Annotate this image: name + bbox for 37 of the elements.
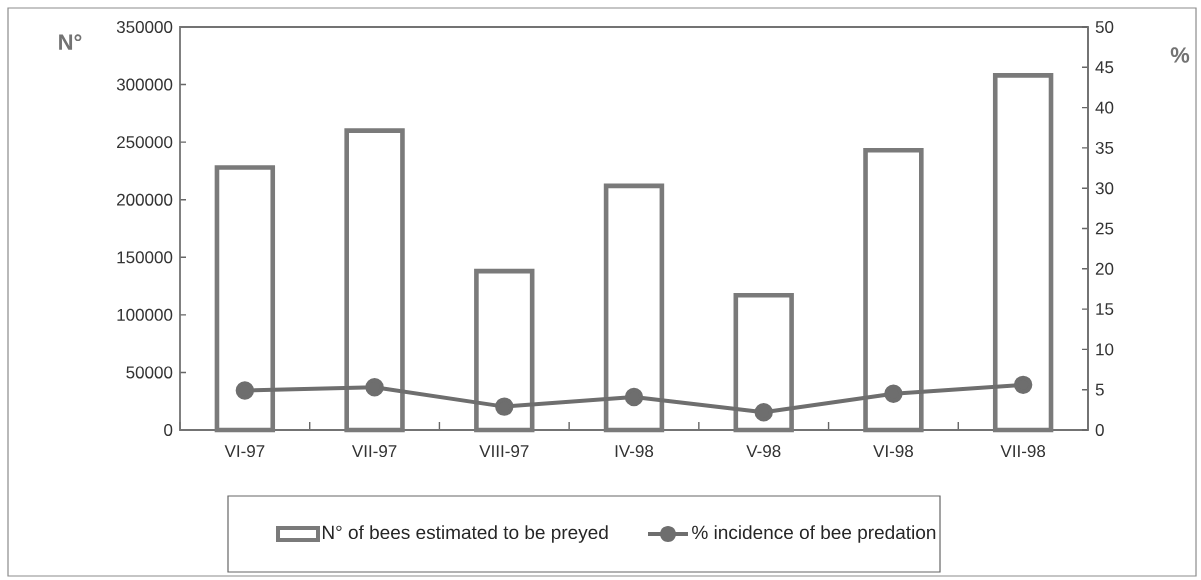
y-tick-label: 100000 bbox=[117, 308, 173, 321]
y2-tick-label: 45 bbox=[1095, 61, 1114, 74]
x-tick-label: IV-98 bbox=[615, 445, 654, 458]
y2-tick-label: 5 bbox=[1095, 383, 1104, 396]
y-axis-title: N° bbox=[59, 34, 82, 50]
x-tick-label: VI-98 bbox=[873, 445, 913, 458]
x-tick-label: V-98 bbox=[746, 445, 781, 458]
x-tick-label: VII-98 bbox=[1000, 445, 1046, 458]
y-tick-label: 0 bbox=[164, 423, 173, 437]
x-tick-label: VII-97 bbox=[351, 445, 397, 458]
y-tick-label: 150000 bbox=[117, 251, 173, 264]
point bbox=[1013, 375, 1033, 395]
y-tick-label: 250000 bbox=[117, 136, 173, 149]
legend-label: % incidence of bee predation bbox=[692, 525, 936, 543]
y2-tick-label: 15 bbox=[1096, 303, 1114, 316]
x-tick-label: VIII-97 bbox=[479, 445, 529, 458]
point bbox=[884, 384, 903, 403]
y2-tick-label: 25 bbox=[1095, 222, 1114, 235]
y-tick-label: 200000 bbox=[117, 193, 173, 206]
legend-label: N° of bees estimated to be preyed bbox=[322, 525, 608, 543]
y-tick-label: 300000 bbox=[116, 78, 173, 91]
point bbox=[624, 387, 644, 407]
point bbox=[754, 403, 773, 422]
y2-tick-label: 20 bbox=[1095, 262, 1114, 275]
y-tick-label: 50000 bbox=[126, 366, 173, 379]
y2-tick-label: 50 bbox=[1095, 20, 1114, 34]
y2-tick-label: 10 bbox=[1096, 343, 1114, 356]
point bbox=[495, 397, 514, 416]
y2-tick-label: 30 bbox=[1095, 182, 1114, 195]
y2-axis-title: % bbox=[1170, 47, 1190, 63]
y2-tick-label: 0 bbox=[1095, 423, 1104, 437]
x-tick-label: VI-97 bbox=[224, 445, 265, 458]
point bbox=[365, 378, 384, 397]
y2-tick-label: 40 bbox=[1095, 101, 1114, 114]
y2-tick-label: 35 bbox=[1095, 141, 1114, 154]
point bbox=[235, 381, 255, 400]
y-tick-label: 350000 bbox=[116, 20, 173, 34]
